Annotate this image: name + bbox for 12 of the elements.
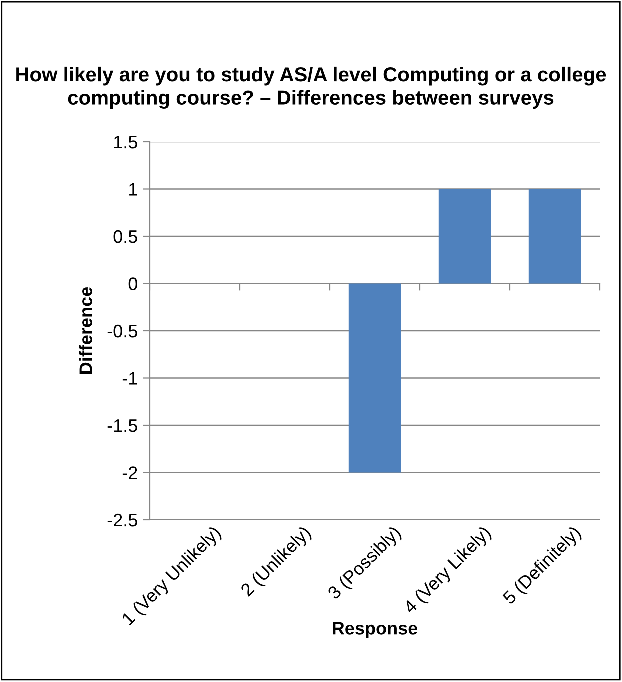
y-tick-label: 0.5 xyxy=(114,230,138,244)
y-tick-label: -0.5 xyxy=(108,324,138,338)
y-tick-label: 1 xyxy=(130,183,138,196)
y-tick-label: -1 xyxy=(122,372,138,385)
y-tick-label: -2 xyxy=(122,466,138,480)
y-axis-title: Difference xyxy=(79,287,92,374)
y-tick-label: -1.5 xyxy=(108,420,138,432)
x-axis-title: Response xyxy=(333,622,418,638)
y-tick-label: 0 xyxy=(128,278,138,290)
chart-title: How likely are you to study AS/A level Computing or a college computing course? – Differences between surveys xyxy=(16,66,606,110)
y-tick-label: 1.5 xyxy=(114,136,138,149)
y-tick-label: -2.5 xyxy=(108,514,138,527)
